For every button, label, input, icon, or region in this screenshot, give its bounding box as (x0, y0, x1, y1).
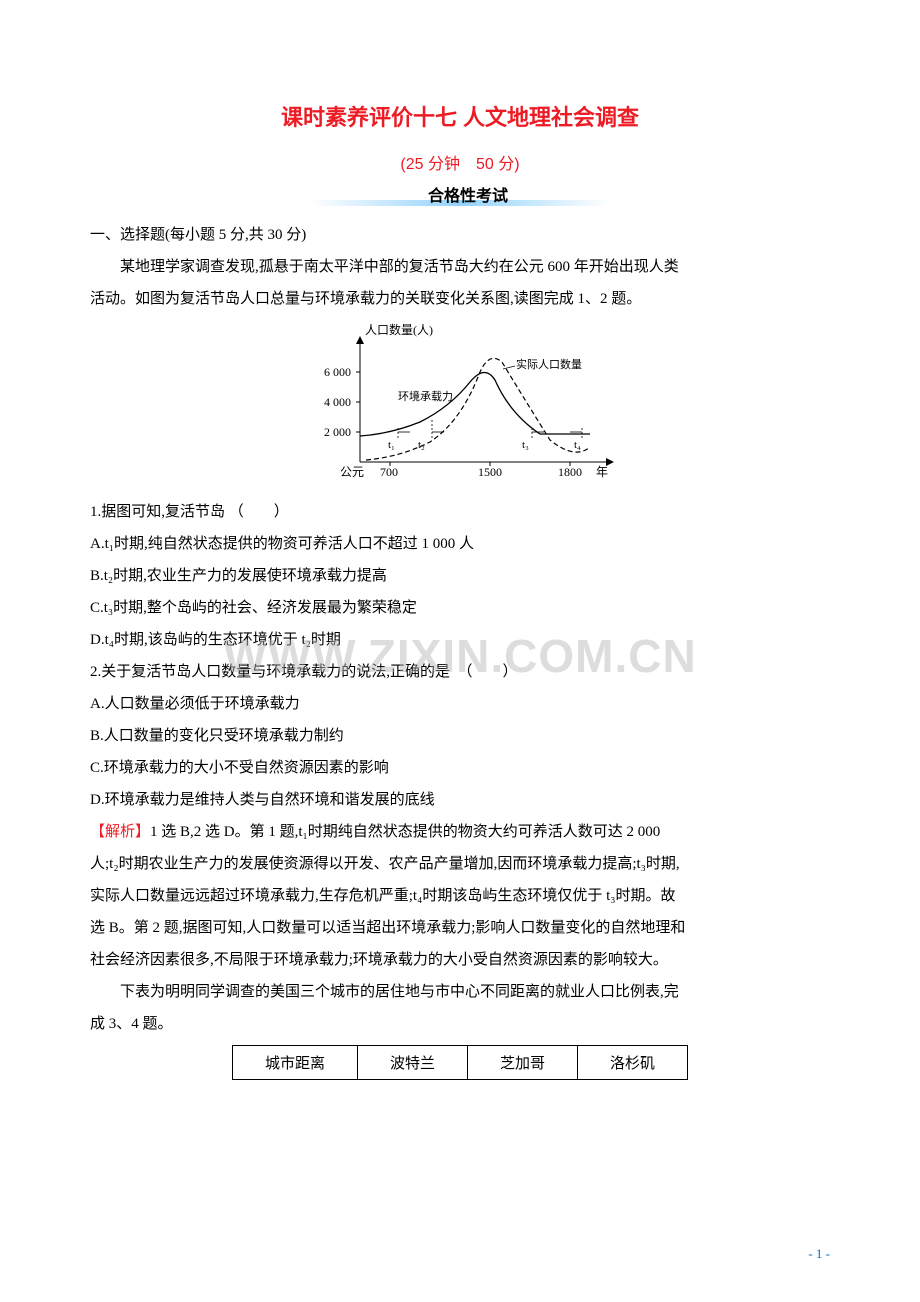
xlabel-right: 年 (596, 465, 608, 479)
chart-svg: 人口数量(人) 6 000 4 000 2 000 公元 700 1500 18… (290, 322, 630, 482)
xlabel-left: 公元 (340, 465, 364, 479)
content-block: 1.据图可知,复活节岛 （ ） A.t₁时期,纯自然状态提供的物资可养活人口不超… (90, 497, 830, 815)
doc-subtitle: (25 分钟 50 分) (90, 150, 830, 174)
q1b: B.t₂时期,农业生产力的发展使环境承载力提高 (90, 561, 830, 591)
t4-label: t₄ (574, 439, 581, 451)
intro-1b: 活动。如图为复活节岛人口总量与环境承载力的关联变化关系图,读图完成 1、2 题。 (90, 284, 830, 314)
intro-2a: 下表为明明同学调查的美国三个城市的居住地与市中心不同距离的就业人口比例表,完 (90, 977, 830, 1007)
t2-label: t₂ (418, 439, 425, 451)
ans3: 实际人口数量远远超过环境承载力,生存危机严重;t₄时期该岛屿生态环境仅优于 t₃… (90, 881, 830, 911)
q1: 1.据图可知,复活节岛 （ ） (90, 497, 830, 527)
ans1: 1 选 B,2 选 D。第 1 题,t₁时期纯自然状态提供的物资大约可养活人数可… (150, 824, 660, 840)
intro-1a-text: 某地理学家调查发现,孤悬于南太平洋中部的复活节岛大约在公元 600 年开始出现人… (120, 259, 679, 275)
ytick-2000: 2 000 (324, 425, 351, 439)
ans4: 选 B。第 2 题,据图可知,人口数量可以适当超出环境承载力;影响人口数量变化的… (90, 913, 830, 943)
ytick-6000: 6 000 (324, 365, 351, 379)
intro-2b: 成 3、4 题。 (90, 1009, 830, 1039)
ans2: 人;t₂时期农业生产力的发展使资源得以开发、农产品产量增加,因而环境承载力提高;… (90, 849, 830, 879)
page: 课时素养评价十七 人文地理社会调查 (25 分钟 50 分) 合格性考试 一、选… (0, 0, 920, 1302)
ytick-4000: 4 000 (324, 395, 351, 409)
xtick-1800: 1800 (558, 465, 582, 479)
intro-2a-text: 下表为明明同学调查的美国三个城市的居住地与市中心不同距离的就业人口比例表,完 (120, 984, 679, 1000)
q2c: C.环境承载力的大小不受自然资源因素的影响 (90, 753, 830, 783)
th-chicago: 芝加哥 (468, 1046, 578, 1080)
q1d: D.t₄时期,该岛屿的生态环境优于 t₂时期 (90, 625, 830, 655)
q1a: A.t₁时期,纯自然状态提供的物资可养活人口不超过 1 000 人 (90, 529, 830, 559)
q2: 2.关于复活节岛人口数量与环境承载力的说法,正确的是 （ ） (90, 657, 830, 687)
q2d: D.环境承载力是维持人类与自然环境和谐发展的底线 (90, 785, 830, 815)
doc-title: 课时素养评价十七 人文地理社会调查 (90, 100, 830, 132)
page-number: - 1 - (808, 1246, 830, 1262)
th-portland: 波特兰 (357, 1046, 467, 1080)
chart-ylabel: 人口数量(人) (365, 322, 433, 337)
answer-line-1: 【解析】1 选 B,2 选 D。第 1 题,t₁时期纯自然状态提供的物资大约可养… (90, 817, 830, 847)
section-heading: 合格性考试 (428, 182, 508, 206)
city-table: 城市距离 波特兰 芝加哥 洛杉矶 (232, 1045, 688, 1080)
population-chart: 人口数量(人) 6 000 4 000 2 000 公元 700 1500 18… (90, 322, 830, 487)
t1-label: t₁ (388, 439, 395, 451)
q2a: A.人口数量必须低于环境承载力 (90, 689, 830, 719)
xtick-700: 700 (380, 465, 398, 479)
xtick-1500: 1500 (478, 465, 502, 479)
legend-capacity: 环境承载力 (398, 389, 453, 403)
intro-1a: 某地理学家调查发现,孤悬于南太平洋中部的复活节岛大约在公元 600 年开始出现人… (90, 252, 830, 282)
q1c: C.t₃时期,整个岛屿的社会、经济发展最为繁荣稳定 (90, 593, 830, 623)
t3-label: t₃ (522, 439, 529, 451)
q2b: B.人口数量的变化只受环境承载力制约 (90, 721, 830, 751)
th-distance: 城市距离 (232, 1046, 357, 1080)
section-band: 合格性考试 (310, 182, 610, 206)
answer-label: 【解析】 (90, 824, 150, 840)
th-la: 洛杉矶 (578, 1046, 688, 1080)
ans5: 社会经济因素很多,不局限于环境承载力;环境承载力的大小受自然资源因素的影响较大。 (90, 945, 830, 975)
legend-actual: 实际人口数量 (516, 357, 582, 371)
table-row: 城市距离 波特兰 芝加哥 洛杉矶 (232, 1046, 687, 1080)
section-1: 一、选择题(每小题 5 分,共 30 分) (90, 220, 830, 250)
